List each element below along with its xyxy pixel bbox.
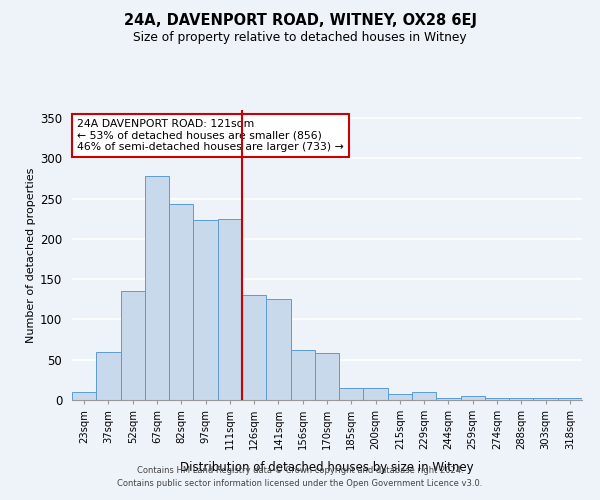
Bar [412,392,436,400]
Bar [290,350,315,400]
Bar [96,352,121,400]
Bar [242,296,266,400]
Text: 24A DAVENPORT ROAD: 121sqm
← 53% of detached houses are smaller (856)
46% of sem: 24A DAVENPORT ROAD: 121sqm ← 53% of deta… [77,118,344,152]
Y-axis label: Number of detached properties: Number of detached properties [26,168,36,342]
Bar [72,392,96,400]
Bar [193,220,218,400]
Bar [266,300,290,400]
Bar [461,396,485,400]
Bar [388,394,412,400]
Bar [169,204,193,400]
Bar [364,388,388,400]
Bar [509,398,533,400]
Text: 24A, DAVENPORT ROAD, WITNEY, OX28 6EJ: 24A, DAVENPORT ROAD, WITNEY, OX28 6EJ [124,12,476,28]
Bar [218,219,242,400]
Bar [339,388,364,400]
Bar [315,354,339,400]
Text: Size of property relative to detached houses in Witney: Size of property relative to detached ho… [133,31,467,44]
Bar [533,398,558,400]
Bar [121,291,145,400]
Text: Contains HM Land Registry data © Crown copyright and database right 2024.
Contai: Contains HM Land Registry data © Crown c… [118,466,482,487]
Bar [436,398,461,400]
Bar [485,398,509,400]
Bar [558,398,582,400]
X-axis label: Distribution of detached houses by size in Witney: Distribution of detached houses by size … [180,460,474,473]
Bar [145,176,169,400]
